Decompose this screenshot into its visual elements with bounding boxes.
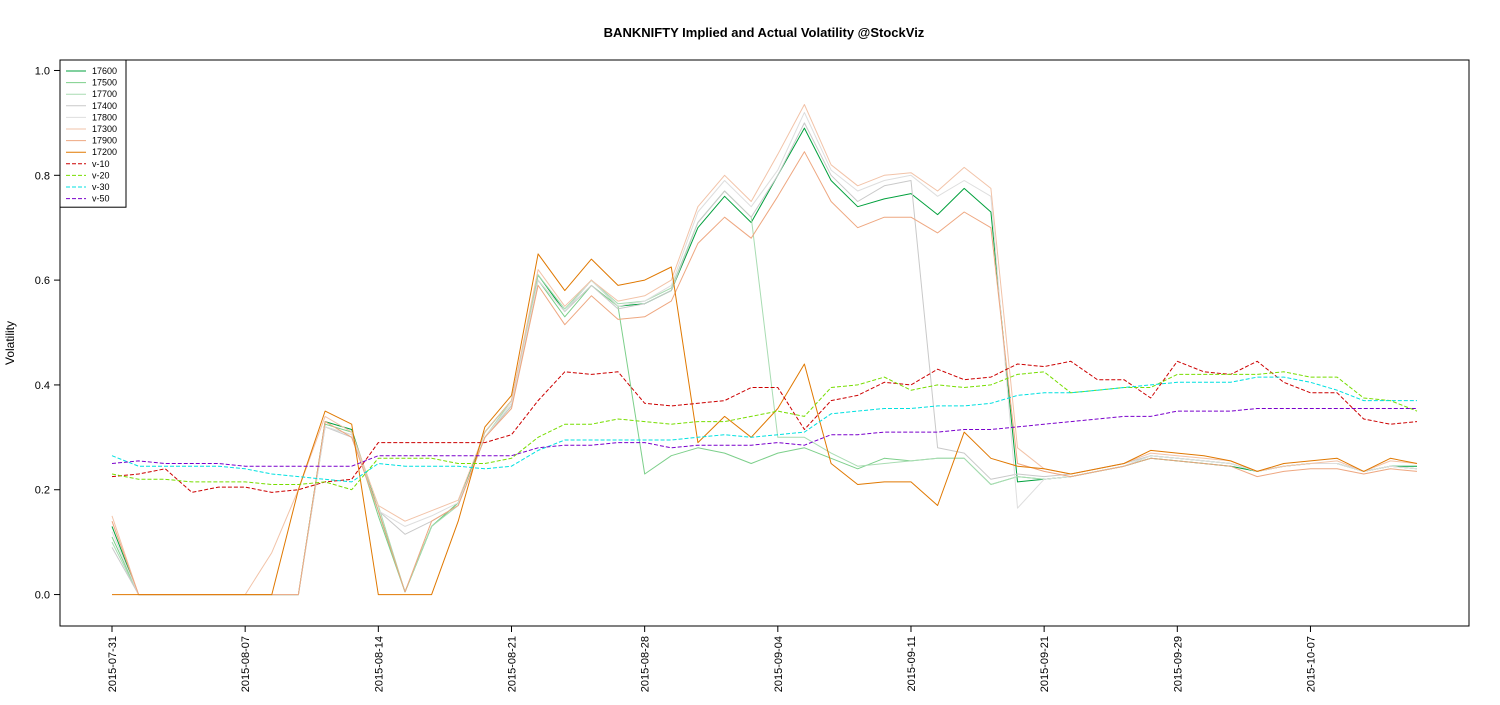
y-tick-label: 0.0 [35,590,50,602]
legend-label: 17700 [92,89,117,99]
x-tick-label: 2015-08-14 [373,636,385,692]
legend-label: 17800 [92,112,117,122]
legend-label: 17400 [92,101,117,111]
series-layer [111,104,1418,596]
legend-label: 17500 [92,78,117,88]
series-line-17900 [111,151,1418,596]
series-line-v-50 [111,408,1417,467]
series-line-17800 [111,111,1418,596]
series-line-v-30 [111,376,1417,483]
x-tick-label: 2015-09-11 [906,636,918,691]
legend-label: 17900 [92,136,117,146]
series-line-v-10 [111,360,1418,493]
legend-label: 17200 [92,147,117,157]
series-line-17200 [112,253,1418,596]
x-tick-label: 2015-09-04 [773,636,785,692]
y-tick-label: 0.4 [35,380,50,392]
x-tick-label: 2015-09-21 [1039,636,1051,692]
x-axis: 2015-07-31 2015-08-07 2015-08-14 2015-08-21… [107,626,1317,692]
x-tick-label: 2015-07-31 [107,636,119,692]
plot-frame [59,59,1470,627]
legend-label: 17600 [92,66,117,76]
series-line-17600 [111,127,1417,596]
legend-label: v-20 [92,170,110,180]
chart-title: BANKNIFTY Implied and Actual Volatility … [604,25,925,40]
series-line-17400 [111,122,1418,596]
series-line-v-20 [111,371,1418,491]
y-tick-label: 0.2 [35,485,50,497]
y-tick-label: 0.6 [35,275,50,287]
x-tick-label: 2015-08-28 [640,636,652,692]
x-tick-label: 2015-10-07 [1305,636,1317,692]
legend-box [59,59,127,208]
y-axis-label: Volatility [3,321,17,365]
legend-label: v-50 [92,194,110,204]
y-tick-label: 0.8 [35,170,50,182]
legend-label: v-30 [92,182,110,192]
legend-label: 17300 [92,124,117,134]
x-tick-label: 2015-09-29 [1172,636,1184,692]
legend-label: v-10 [92,159,110,169]
y-axis: 0.0 0.2 0.4 0.6 0.8 1.0 [35,65,60,602]
series-line-17300 [111,104,1418,596]
x-tick-label: 2015-08-07 [240,636,252,692]
x-tick-label: 2015-08-21 [506,636,518,692]
y-tick-label: 1.0 [35,65,50,77]
